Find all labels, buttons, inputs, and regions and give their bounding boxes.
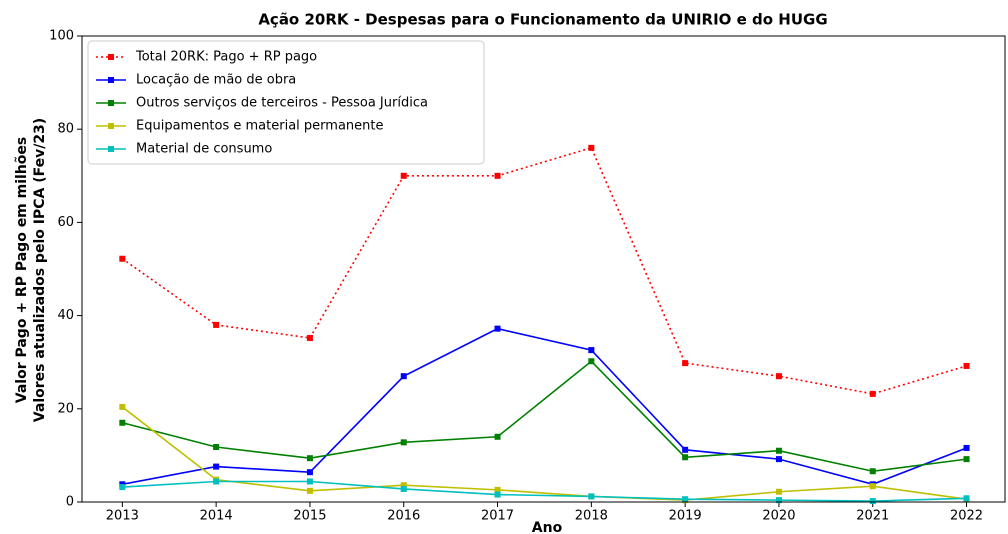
data-point (775, 373, 782, 380)
data-point (494, 325, 501, 332)
y-tick-label: 20 (57, 401, 74, 416)
data-point (400, 485, 407, 492)
data-point (494, 172, 501, 179)
x-tick-label: 2021 (856, 509, 889, 524)
data-point (119, 403, 126, 410)
legend-marker (108, 146, 114, 152)
data-point (869, 498, 876, 505)
data-point (306, 487, 313, 494)
legend-marker (108, 54, 114, 60)
data-point (775, 497, 782, 504)
x-tick-label: 2016 (387, 509, 420, 524)
data-point (588, 358, 595, 365)
data-point (775, 447, 782, 454)
legend-box (87, 40, 485, 165)
data-point (306, 455, 313, 462)
data-point (119, 419, 126, 426)
data-point (775, 456, 782, 463)
data-point (869, 390, 876, 397)
data-point (682, 446, 689, 453)
x-tick-label: 2019 (669, 509, 702, 524)
data-point (682, 360, 689, 367)
x-tick-label: 2015 (293, 509, 326, 524)
data-point (588, 493, 595, 500)
data-point (306, 469, 313, 476)
data-point (213, 478, 220, 485)
data-point (775, 488, 782, 495)
x-tick-label: 2013 (106, 509, 139, 524)
data-point (963, 362, 970, 369)
x-tick-label: 2022 (950, 509, 983, 524)
data-point (963, 456, 970, 463)
data-point (400, 439, 407, 446)
data-point (494, 433, 501, 440)
data-point (682, 454, 689, 461)
x-axis-label: Ano (532, 520, 563, 534)
y-axis-label: Valor Pago + RP Pago em milhões (14, 137, 30, 403)
legend-label: Total 20RK: Pago + RP pago (135, 50, 317, 65)
x-tick-label: 2017 (481, 509, 514, 524)
legend-label: Material de consumo (136, 142, 272, 157)
y-tick-label: 60 (57, 215, 74, 230)
data-point (494, 491, 501, 498)
data-point (588, 144, 595, 151)
data-point (213, 321, 220, 328)
data-point (963, 495, 970, 502)
series-line (122, 327, 967, 486)
legend-marker (108, 123, 114, 129)
series-line (122, 480, 967, 502)
data-point (494, 486, 501, 493)
y-tick-label: 100 (49, 29, 74, 44)
data-point (588, 347, 595, 354)
data-point (869, 468, 876, 475)
data-point (213, 463, 220, 470)
plot-frame (81, 35, 1006, 503)
legend-marker (108, 100, 114, 106)
data-point (682, 496, 689, 503)
x-tick-label: 2014 (200, 509, 233, 524)
legend-label: Outros serviços de terceiros - Pessoa Ju… (136, 96, 428, 111)
data-point (213, 444, 220, 451)
data-point (400, 172, 407, 179)
data-point (306, 334, 313, 341)
data-point (400, 373, 407, 380)
data-point (306, 478, 313, 485)
x-tick-label: 2018 (575, 509, 608, 524)
data-point (869, 483, 876, 490)
data-point (119, 255, 126, 262)
y-tick-label: 40 (57, 308, 74, 323)
legend-label: Equipamentos e material permanente (136, 119, 383, 134)
y-tick-label: 0 (66, 495, 74, 510)
legend-label: Locação de mão de obra (136, 73, 296, 88)
y-axis-label: Valores atualizados pelo IPCA (Fev/23) (32, 118, 48, 422)
legend-marker (108, 77, 114, 83)
x-tick-label: 2020 (762, 509, 795, 524)
chart-title: Ação 20RK - Despesas para o Funcionament… (258, 11, 827, 29)
series-line (121, 146, 967, 395)
data-point (963, 444, 970, 451)
legend: Total 20RK: Pago + RP pago Locação de mão… (87, 40, 485, 165)
series-line (122, 360, 967, 473)
data-point (119, 484, 126, 491)
y-tick-label: 80 (57, 122, 74, 137)
data-point (400, 482, 407, 489)
series-line (121, 406, 967, 501)
